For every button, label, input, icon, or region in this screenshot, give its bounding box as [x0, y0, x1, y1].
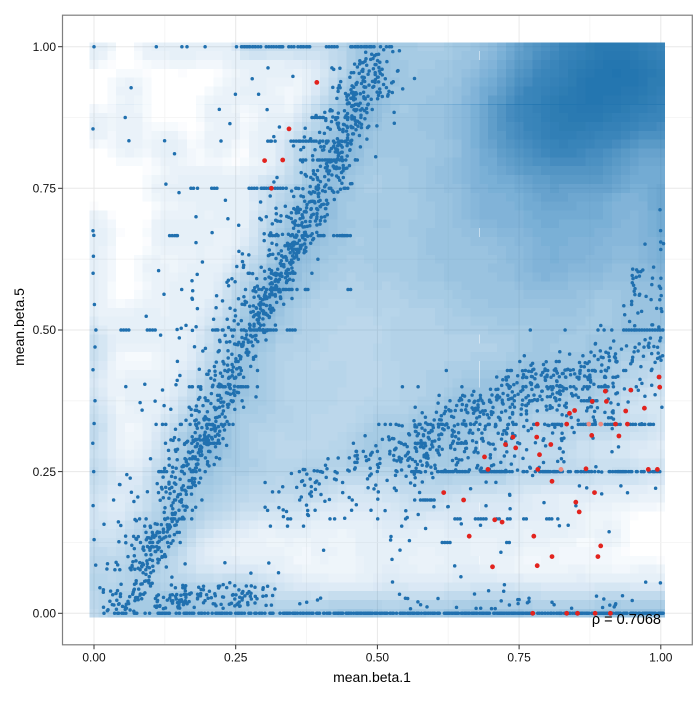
svg-text:0.50: 0.50	[366, 651, 390, 665]
svg-text:0.75: 0.75	[507, 651, 531, 665]
svg-text:0.00: 0.00	[82, 651, 106, 665]
svg-text:ρ = 0.7068: ρ = 0.7068	[592, 612, 661, 628]
svg-text:0.75: 0.75	[33, 182, 57, 196]
svg-text:1.00: 1.00	[33, 40, 57, 54]
svg-text:0.25: 0.25	[33, 465, 57, 479]
svg-text:0.50: 0.50	[33, 323, 57, 337]
svg-text:mean.beta.5: mean.beta.5	[11, 288, 27, 366]
svg-text:0.00: 0.00	[33, 607, 57, 621]
svg-text:mean.beta.1: mean.beta.1	[333, 669, 411, 685]
svg-text:1.00: 1.00	[649, 651, 673, 665]
svg-text:0.25: 0.25	[224, 651, 248, 665]
